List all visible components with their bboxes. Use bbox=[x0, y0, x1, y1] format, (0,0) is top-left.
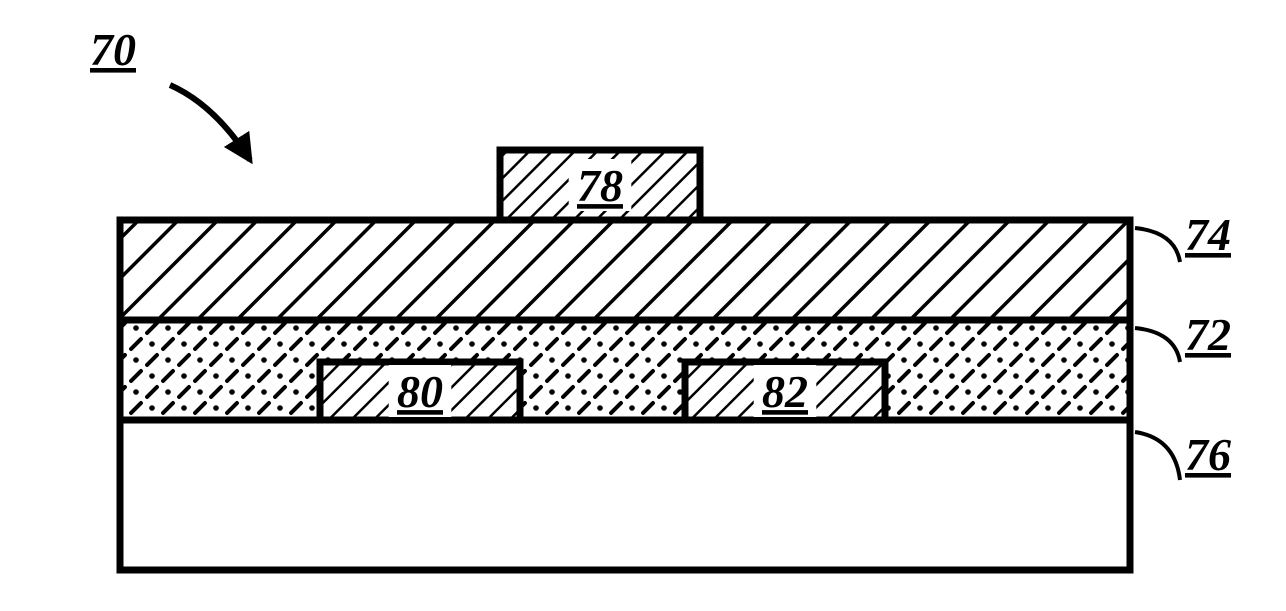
gate-electrode-label: 78 bbox=[577, 160, 623, 211]
substrate-layer bbox=[120, 420, 1130, 570]
drain-contact-label: 82 bbox=[762, 366, 808, 417]
label-74: 74 bbox=[1185, 209, 1231, 260]
pointer-arrow bbox=[170, 85, 250, 160]
source-contact-label: 80 bbox=[397, 366, 443, 417]
barrier-layer bbox=[120, 220, 1130, 320]
channel-layer bbox=[120, 320, 1130, 420]
leader-74 bbox=[1135, 228, 1180, 262]
label-76: 76 bbox=[1185, 429, 1231, 480]
leader-76 bbox=[1135, 432, 1180, 480]
label-72: 72 bbox=[1185, 309, 1231, 360]
label-70: 70 bbox=[90, 24, 136, 75]
leader-72 bbox=[1135, 328, 1180, 362]
